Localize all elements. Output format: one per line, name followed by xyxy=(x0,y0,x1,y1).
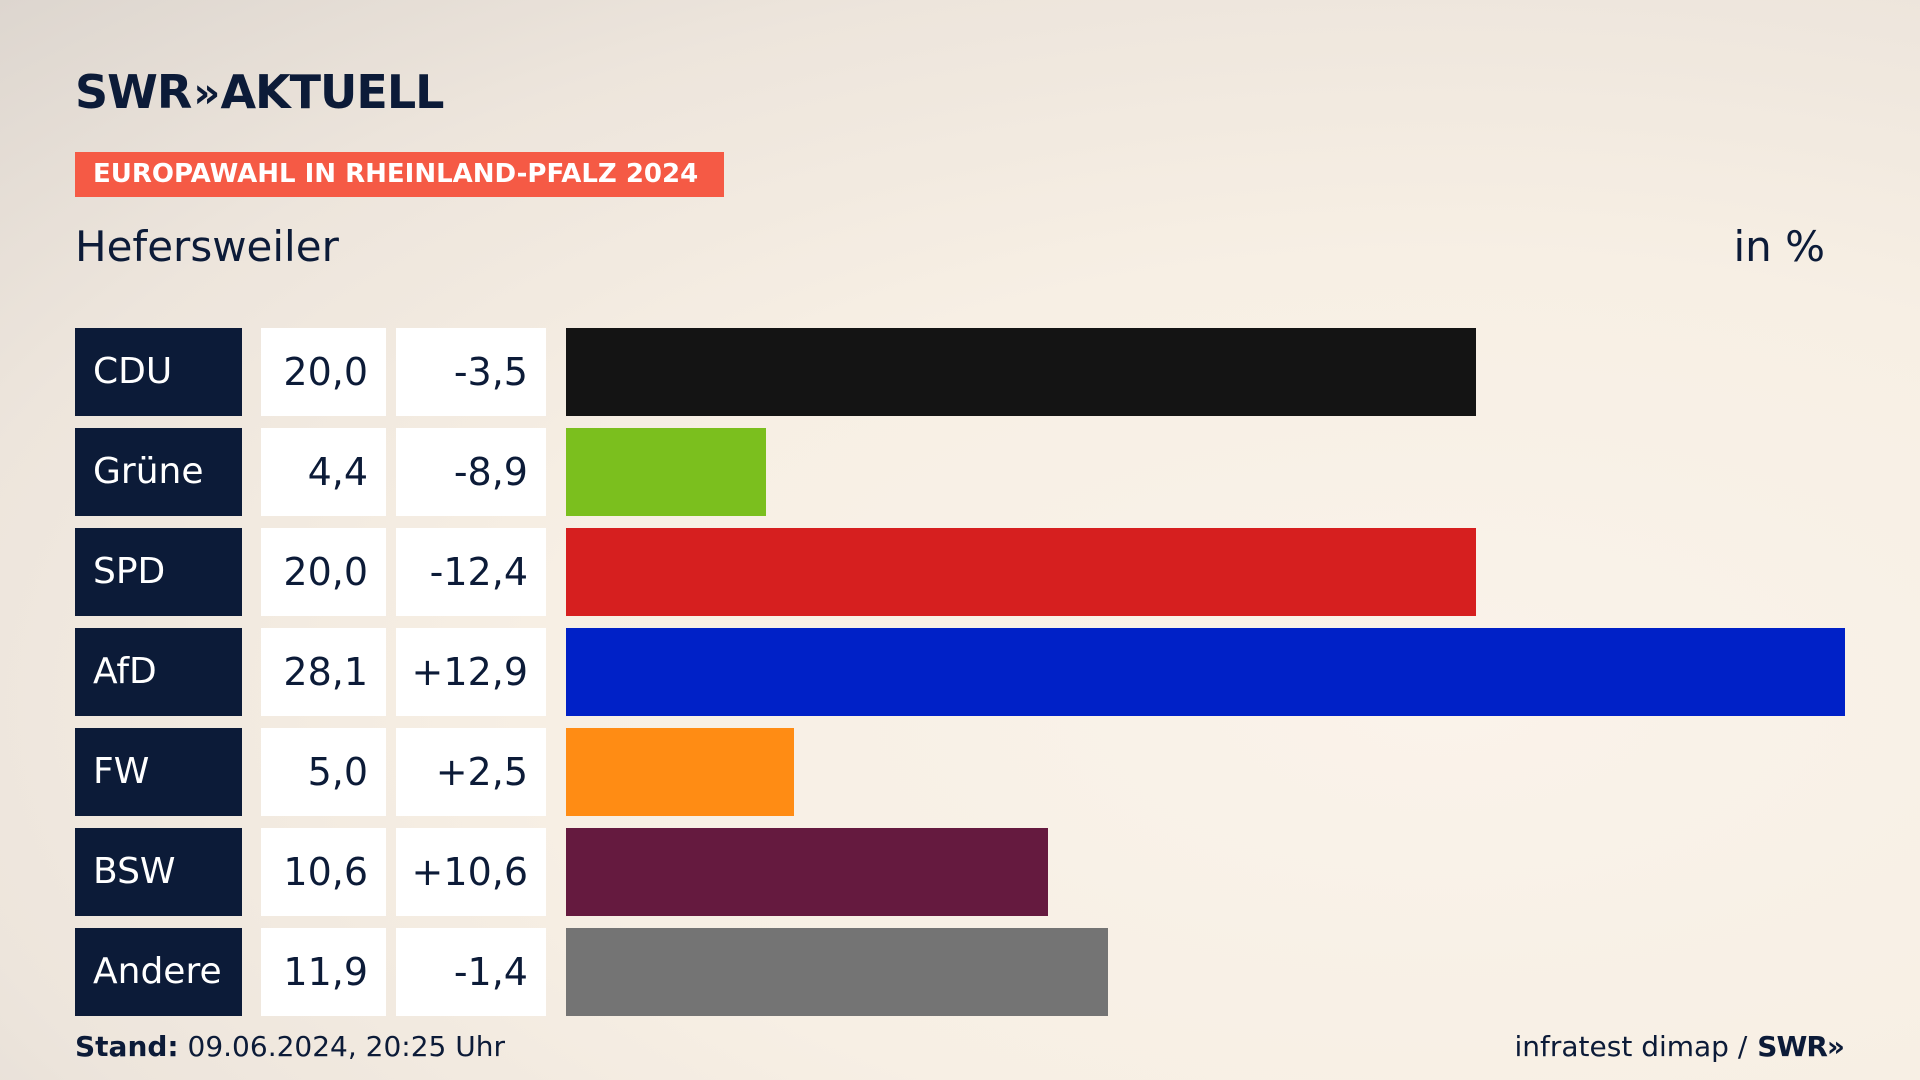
result-row: BSW 10,6 +10,6 xyxy=(75,828,1845,916)
vote-change-value: -1,4 xyxy=(396,928,546,1016)
result-row: Andere 11,9 -1,4 xyxy=(75,928,1845,1016)
vote-share-value: 4,4 xyxy=(261,428,386,516)
party-label: FW xyxy=(75,728,242,816)
result-row: FW 5,0 +2,5 xyxy=(75,728,1845,816)
party-label: SPD xyxy=(75,528,242,616)
vote-change-value: +10,6 xyxy=(396,828,546,916)
logo-swr-text: SWR xyxy=(75,65,192,119)
party-label: Andere xyxy=(75,928,242,1016)
logo-aktuell-text: AKTUELL xyxy=(220,65,444,119)
vote-change-value: +2,5 xyxy=(396,728,546,816)
result-row: SPD 20,0 -12,4 xyxy=(75,528,1845,616)
result-bar xyxy=(566,628,1845,716)
vote-change-value: -12,4 xyxy=(396,528,546,616)
party-label: Grüne xyxy=(75,428,242,516)
result-bar xyxy=(566,428,766,516)
result-row: AfD 28,1 +12,9 xyxy=(75,628,1845,716)
timestamp: Stand: 09.06.2024, 20:25 Uhr xyxy=(75,1030,505,1063)
vote-share-value: 5,0 xyxy=(261,728,386,816)
result-bar xyxy=(566,728,794,816)
vote-change-value: -3,5 xyxy=(396,328,546,416)
stand-value: 09.06.2024, 20:25 Uhr xyxy=(187,1030,505,1063)
source-text: infratest dimap / xyxy=(1514,1030,1748,1063)
result-row: Grüne 4,4 -8,9 xyxy=(75,428,1845,516)
election-banner: EUROPAWAHL IN RHEINLAND-PFALZ 2024 xyxy=(75,152,724,197)
source-credit: infratest dimap / SWR» xyxy=(1514,1030,1845,1063)
party-label: BSW xyxy=(75,828,242,916)
vote-share-value: 11,9 xyxy=(261,928,386,1016)
vote-share-value: 20,0 xyxy=(261,528,386,616)
result-bar xyxy=(566,828,1048,916)
vote-share-value: 10,6 xyxy=(261,828,386,916)
result-bar xyxy=(566,928,1108,1016)
vote-share-value: 28,1 xyxy=(261,628,386,716)
party-label: CDU xyxy=(75,328,242,416)
swr-mini-logo: SWR» xyxy=(1757,1030,1845,1063)
stand-label: Stand: xyxy=(75,1030,179,1063)
vote-change-value: +12,9 xyxy=(396,628,546,716)
logo-chevron-icon: » xyxy=(193,67,220,117)
result-bar xyxy=(566,528,1476,616)
vote-share-value: 20,0 xyxy=(261,328,386,416)
place-title: Hefersweiler xyxy=(75,222,339,271)
vote-change-value: -8,9 xyxy=(396,428,546,516)
unit-label: in % xyxy=(1733,222,1825,271)
result-row: CDU 20,0 -3,5 xyxy=(75,328,1845,416)
result-bar xyxy=(566,328,1476,416)
party-label: AfD xyxy=(75,628,242,716)
swr-aktuell-logo: SWR » AKTUELL xyxy=(75,64,444,120)
